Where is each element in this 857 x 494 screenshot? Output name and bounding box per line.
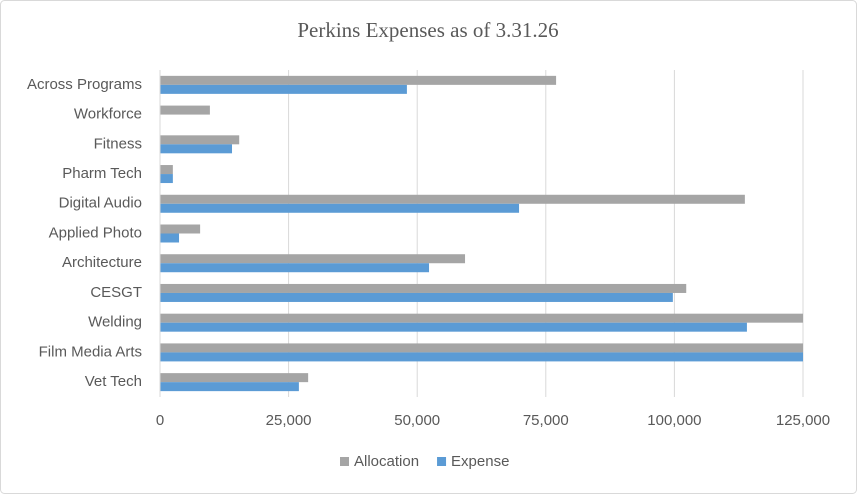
x-tick-label: 0 bbox=[156, 412, 164, 429]
bar bbox=[160, 322, 747, 332]
bar bbox=[160, 263, 430, 273]
legend-label: Allocation bbox=[354, 453, 419, 470]
y-tick-label: Welding bbox=[88, 314, 142, 331]
bar bbox=[160, 165, 173, 175]
x-tick-label: 75,000 bbox=[523, 412, 569, 429]
bar bbox=[160, 352, 803, 362]
x-tick-label: 125,000 bbox=[776, 412, 830, 429]
bar bbox=[160, 144, 233, 154]
y-tick-label: Fitness bbox=[94, 135, 142, 152]
chart-title: Perkins Expenses as of 3.31.26 bbox=[297, 18, 558, 42]
y-tick-label: Across Programs bbox=[27, 76, 142, 93]
legend-label: Expense bbox=[451, 453, 509, 470]
bar bbox=[160, 313, 803, 323]
bar bbox=[160, 194, 745, 204]
x-tick-label: 100,000 bbox=[647, 412, 701, 429]
bar bbox=[160, 343, 803, 353]
bar bbox=[160, 203, 520, 213]
x-tick-label: 25,000 bbox=[266, 412, 312, 429]
y-tick-label: Architecture bbox=[62, 254, 142, 271]
y-tick-label: Pharm Tech bbox=[62, 165, 142, 182]
bar bbox=[160, 135, 240, 145]
bar bbox=[160, 105, 210, 115]
y-tick-label: Digital Audio bbox=[59, 195, 142, 212]
y-tick-label: Applied Photo bbox=[49, 224, 142, 241]
bar bbox=[160, 292, 673, 302]
y-tick-label: Film Media Arts bbox=[39, 343, 142, 360]
legend-swatch bbox=[437, 457, 447, 466]
bar bbox=[160, 283, 687, 293]
bar bbox=[160, 75, 557, 85]
bar bbox=[160, 254, 466, 264]
x-tick-label: 50,000 bbox=[394, 412, 440, 429]
y-tick-label: Vet Tech bbox=[85, 373, 142, 390]
bar bbox=[160, 382, 299, 392]
bar bbox=[160, 84, 407, 94]
legend-swatch bbox=[340, 457, 349, 466]
bar bbox=[160, 224, 201, 234]
bar bbox=[160, 373, 309, 383]
bar bbox=[160, 233, 180, 243]
bar bbox=[160, 174, 173, 184]
y-tick-label: Workforce bbox=[74, 106, 142, 123]
y-tick-label: CESGT bbox=[90, 284, 142, 301]
